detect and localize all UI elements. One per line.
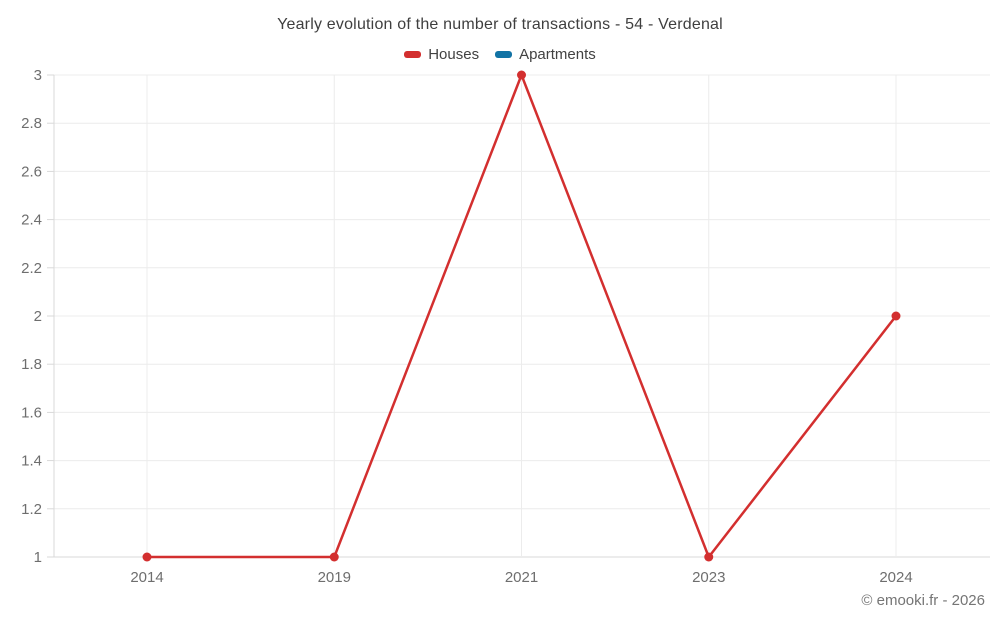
y-tick-label: 2.4 [21,212,42,229]
y-tick-label: 2 [34,308,42,325]
chart-title: Yearly evolution of the number of transa… [277,16,723,33]
data-point-2024[interactable] [891,311,901,321]
data-point-2019[interactable] [329,552,339,562]
copyright: © emooki.fr - 2026 [861,592,985,609]
x-tick-label: 2021 [505,569,538,586]
y-tick-label: 2.2 [21,260,42,277]
y-tick-label: 1 [34,549,42,566]
y-tick-label: 1.8 [21,356,42,373]
x-tick-label: 2023 [692,569,725,586]
data-point-2023[interactable] [704,552,714,562]
data-point-2021[interactable] [517,70,526,80]
legend-label-apartments: Apartments [519,46,596,63]
y-tick-label: 3 [34,67,42,84]
y-tick-label: 1.6 [21,404,42,421]
y-tick-label: 1.4 [21,453,42,470]
y-tick-label: 2.6 [21,163,42,180]
legend-item-houses[interactable]: Houses [404,46,479,63]
x-tick-label: 2024 [879,569,912,586]
data-point-2014[interactable] [142,552,152,562]
houses-series-swatch-icon [404,51,422,58]
y-tick-label: 1.2 [21,501,42,518]
y-tick-label: 2.8 [21,115,42,132]
legend-item-apartments[interactable]: Apartments [495,46,596,63]
apartments-series-swatch-icon [495,51,513,58]
legend: Houses Apartments [0,46,1000,63]
legend-label-houses: Houses [428,46,480,63]
x-tick-label: 2019 [318,569,351,586]
x-tick-label: 2014 [130,569,163,586]
x-gridlines: 2014 2019 2021 2023 2024 [130,75,913,586]
y-gridlines: 1 1.2 1.4 1.6 1.8 2 2.2 2.4 2.6 2.8 3 [21,67,990,566]
